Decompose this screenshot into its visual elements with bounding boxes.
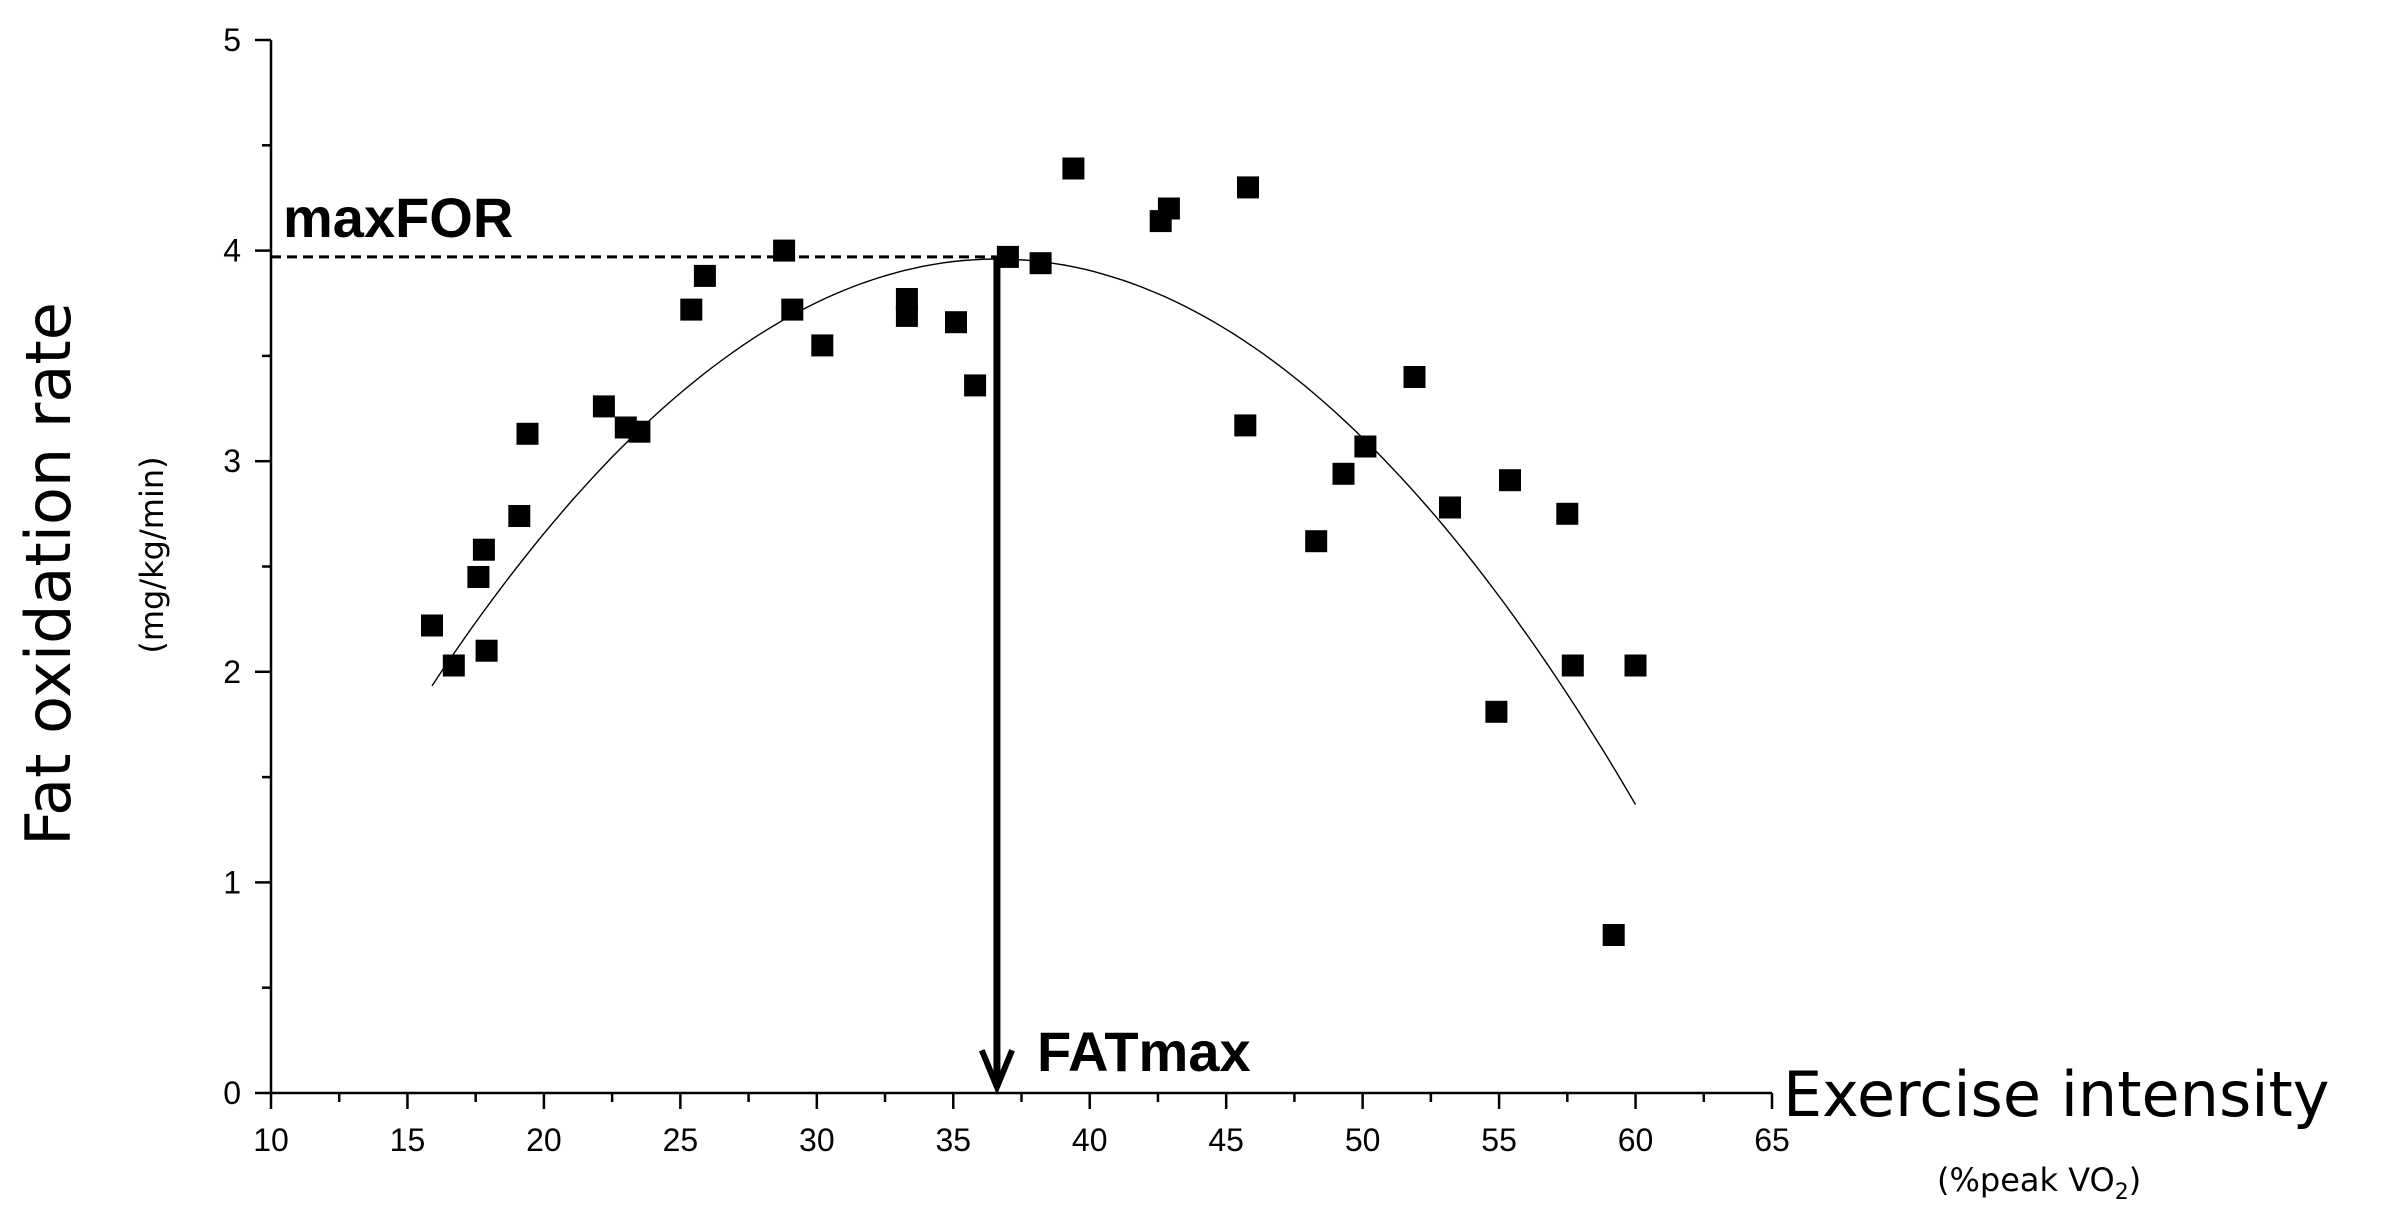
x-tick-label: 65 bbox=[1754, 1122, 1790, 1158]
data-point bbox=[442, 654, 465, 677]
data-point bbox=[592, 395, 615, 418]
data-point bbox=[1062, 157, 1085, 180]
data-point bbox=[508, 505, 531, 527]
data-point bbox=[1561, 654, 1584, 677]
fit-curve bbox=[431, 258, 1637, 805]
x-tick-label: 35 bbox=[935, 1122, 971, 1158]
data-point bbox=[895, 304, 918, 327]
x-axis-label: Exercise intensity bbox=[1783, 1058, 2330, 1131]
x-axis-unit-subscript: 2 bbox=[2115, 1180, 2129, 1205]
data-point bbox=[1354, 435, 1377, 458]
x-tick-label: 50 bbox=[1345, 1122, 1381, 1158]
y-axis-label: Fat oxidation rate bbox=[12, 302, 85, 846]
x-tick-label: 55 bbox=[1481, 1122, 1517, 1158]
data-point bbox=[1305, 530, 1328, 553]
data-point bbox=[1237, 176, 1259, 199]
x-axis-unit-prefix: (%peak VO bbox=[1937, 1161, 2115, 1199]
data-point bbox=[472, 538, 495, 561]
data-point bbox=[1485, 700, 1508, 723]
x-tick-label: 60 bbox=[1618, 1122, 1654, 1158]
data-point bbox=[680, 298, 703, 321]
data-point bbox=[475, 639, 498, 662]
x-axis-unit: (%peak VO2) bbox=[1937, 1161, 2141, 1205]
data-point bbox=[964, 374, 987, 397]
y-tick-label: 0 bbox=[223, 1075, 241, 1111]
data-point bbox=[1602, 924, 1625, 946]
data-point bbox=[945, 311, 967, 334]
x-tick-label: 15 bbox=[390, 1122, 426, 1158]
data-point bbox=[996, 245, 1019, 268]
x-tick-label: 45 bbox=[1208, 1122, 1244, 1158]
data-point bbox=[1029, 252, 1052, 275]
data-point bbox=[895, 288, 918, 310]
fatmax-arrow-head bbox=[979, 1049, 1015, 1095]
x-tick-label: 20 bbox=[526, 1122, 562, 1158]
data-point bbox=[773, 239, 796, 262]
y-ticks: 0 1 2 3 4 5 bbox=[223, 22, 271, 1111]
maxfor-label: maxFOR bbox=[283, 186, 513, 249]
data-point bbox=[467, 566, 490, 588]
data-point bbox=[1439, 496, 1461, 519]
x-tick-label: 25 bbox=[663, 1122, 699, 1158]
data-point bbox=[811, 334, 834, 357]
data-point bbox=[1624, 654, 1647, 677]
y-tick-label: 2 bbox=[223, 654, 241, 690]
y-tick-label: 5 bbox=[223, 22, 241, 58]
data-point bbox=[516, 422, 539, 445]
y-tick-label: 3 bbox=[223, 443, 241, 479]
x-axis-unit-suffix: ) bbox=[2129, 1161, 2141, 1199]
y-tick-label: 4 bbox=[223, 233, 241, 269]
data-point bbox=[1157, 197, 1180, 220]
fatmax-label: FATmax bbox=[1037, 1020, 1251, 1083]
y-axis-unit: (mg/kg/min) bbox=[133, 456, 171, 653]
data-point bbox=[693, 264, 716, 287]
data-point bbox=[628, 420, 651, 443]
x-tick-label: 30 bbox=[799, 1122, 835, 1158]
data-point bbox=[1403, 366, 1426, 388]
x-tick-label: 40 bbox=[1072, 1122, 1108, 1158]
y-tick-label: 1 bbox=[223, 864, 241, 900]
x-ticks: 10 15 20 25 30 35 40 45 50 55 60 65 bbox=[253, 1093, 1790, 1158]
x-tick-label: 10 bbox=[253, 1122, 289, 1158]
data-point bbox=[781, 298, 804, 321]
data-point bbox=[1499, 469, 1521, 492]
data-point bbox=[1556, 502, 1579, 525]
data-points bbox=[421, 157, 1647, 946]
data-point bbox=[421, 614, 443, 637]
data-point bbox=[1332, 462, 1355, 485]
data-point bbox=[1234, 414, 1257, 437]
